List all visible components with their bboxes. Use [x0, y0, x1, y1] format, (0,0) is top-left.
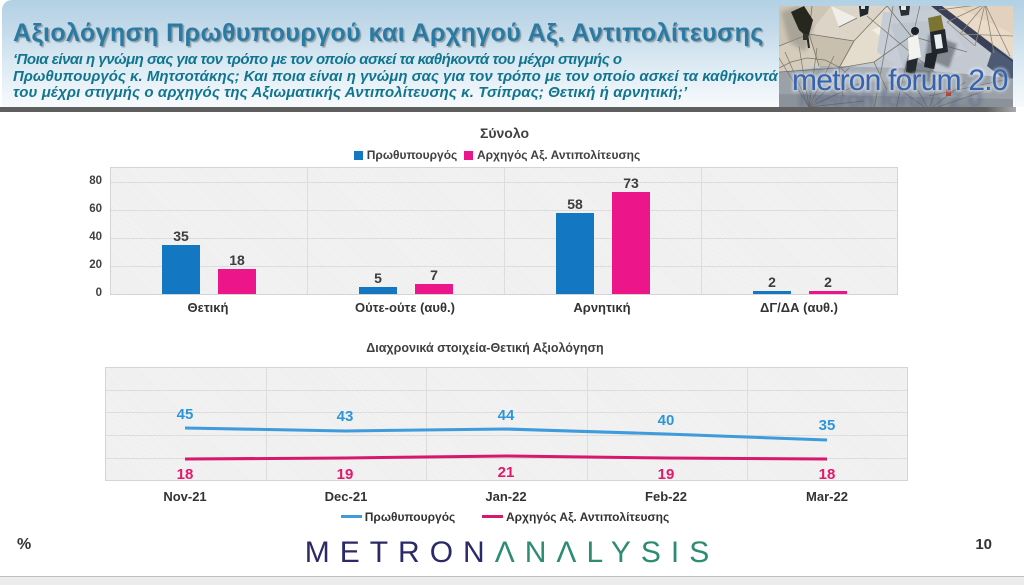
svg-text:metron forum 2.0: metron forum 2.0	[792, 64, 1008, 97]
svg-text:metron forum 2.0: metron forum 2.0	[799, 86, 982, 107]
svg-text:metron forum 2.0: metron forum 2.0	[792, 64, 1008, 97]
